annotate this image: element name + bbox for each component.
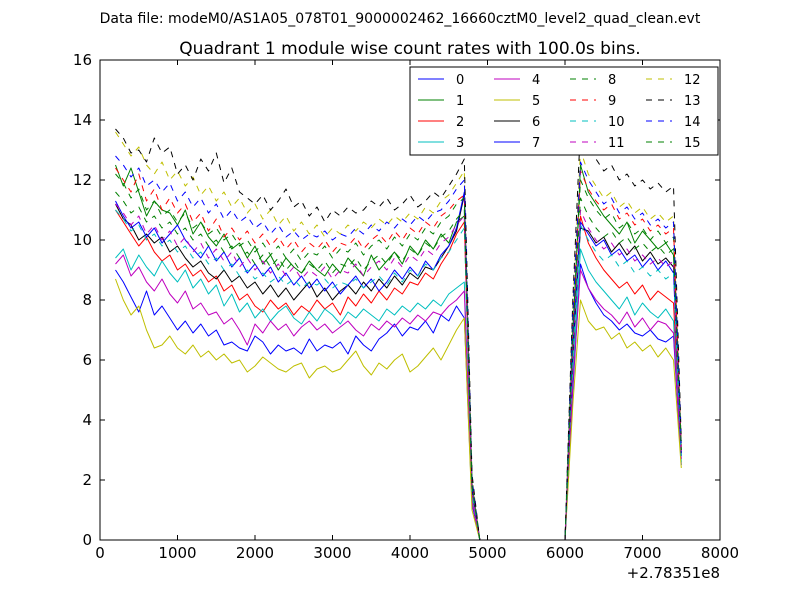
legend-label-14: 14 [684,115,701,130]
y-tick-label: 14 [73,111,92,129]
legend-label-3: 3 [456,136,464,151]
x-tick-label: 1000 [158,544,196,562]
x-tick-label: 7000 [623,544,661,562]
legend-label-10: 10 [608,115,625,130]
series-line-12 [115,131,682,540]
x-tick-label: 8000 [701,544,739,562]
series-line-1 [115,164,682,540]
legend-label-9: 9 [608,94,616,109]
y-tick-label: 6 [82,351,92,369]
legend-box [409,66,719,156]
chart-title: Quadrant 1 module wise count rates with … [179,39,640,59]
y-tick-label: 12 [73,171,92,189]
series-line-10 [115,209,682,540]
series-line-4 [115,254,682,540]
x-axis-offset-label: +2.78351e8 [627,564,720,582]
legend-label-4: 4 [532,73,540,88]
x-tick-label: 3000 [313,544,351,562]
x-tick-label: 0 [95,544,105,562]
legend-label-0: 0 [456,73,464,88]
series-line-15 [115,191,682,540]
x-tick-label: 4000 [391,544,429,562]
legend-label-12: 12 [684,73,701,88]
legend-label-15: 15 [684,136,701,151]
x-tick-label: 6000 [546,544,584,562]
series-line-6 [115,194,682,540]
y-tick-label: 4 [82,411,92,429]
series-line-13 [115,125,682,540]
series-layer [115,125,682,540]
series-line-8 [115,173,682,540]
series-line-5 [115,278,682,540]
legend-label-1: 1 [456,94,464,109]
series-line-7 [115,191,682,540]
y-tick-label: 8 [82,291,92,309]
series-line-0 [115,263,682,540]
legend-label-7: 7 [532,136,540,151]
series-line-11 [115,203,682,540]
legend-label-2: 2 [456,115,464,130]
y-tick-label: 16 [73,51,92,69]
legend-label-8: 8 [608,73,616,88]
legend-label-5: 5 [532,94,540,109]
chart-suptitle: Data file: modeM0/AS1A05_078T01_90000024… [100,11,701,27]
legend-label-6: 6 [532,115,540,130]
series-line-3 [115,248,682,540]
y-tick-label: 10 [73,231,92,249]
axis-layer: 0 1000 2000 3000 4000 5000 6000 7000 80000246810… [73,51,739,562]
series-line-14 [115,155,682,540]
legend-label-13: 13 [684,94,701,109]
x-tick-label: 2000 [236,544,274,562]
legend-label-11: 11 [608,136,625,151]
series-line-9 [115,167,682,540]
series-line-2 [115,209,682,540]
x-tick-label: 5000 [468,544,506,562]
y-tick-label: 2 [82,471,92,489]
y-tick-label: 0 [82,531,92,549]
